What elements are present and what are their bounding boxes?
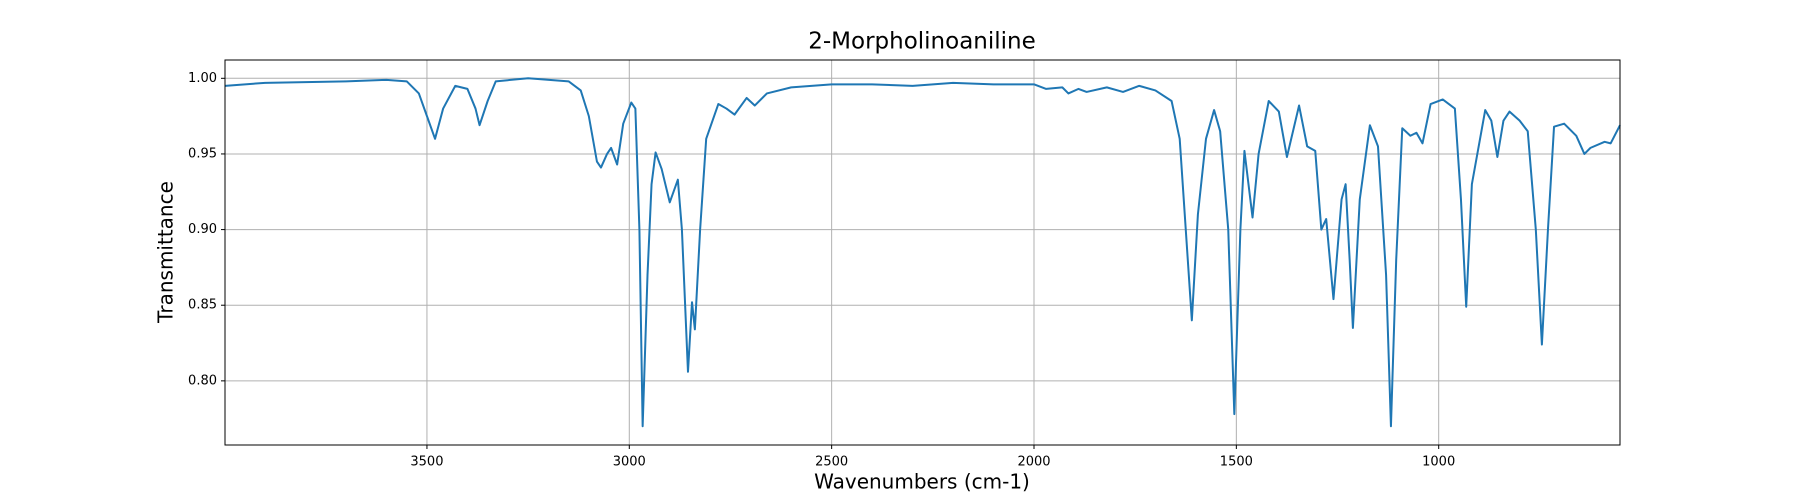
x-tick-label: 2000 (1017, 455, 1050, 470)
plot-frame (224, 59, 1621, 446)
x-tick-label: 3000 (613, 455, 646, 470)
y-axis-label: Transmittance (154, 181, 178, 324)
x-axis-label: Wavenumbers (cm-1) (814, 470, 1030, 494)
y-tick-label: 0.90 (188, 222, 217, 237)
x-tick-label: 3500 (410, 455, 443, 470)
chart-title: 2-Morpholinoaniline (808, 29, 1036, 55)
y-tick-label: 0.80 (188, 373, 217, 388)
x-tick-label: 1000 (1422, 455, 1455, 470)
x-tick-label: 1500 (1220, 455, 1253, 470)
spectrum-line (224, 77, 1621, 428)
y-tick-label: 0.85 (188, 298, 217, 313)
y-tick-label: 0.95 (188, 146, 217, 161)
x-tick-label: 2500 (815, 455, 848, 470)
y-tick-label: 1.00 (188, 71, 217, 86)
